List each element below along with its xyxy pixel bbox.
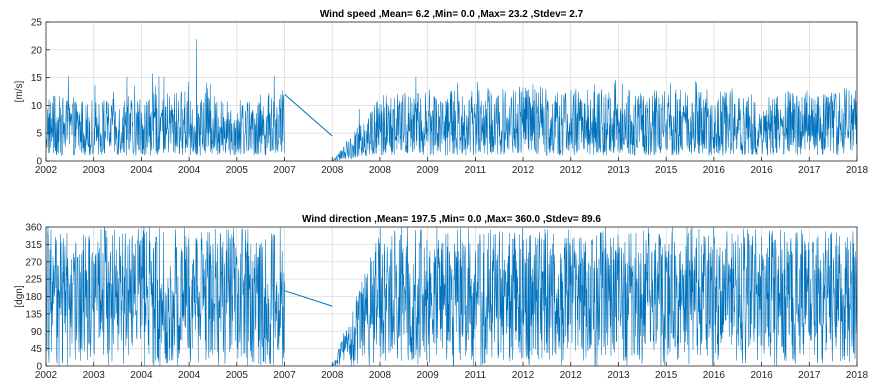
wind-speed-chart: 0 5 10 15 20 25 2002 2003 2004 2004 2005 2007 2008 20… <box>14 9 869 176</box>
gap-connector-line <box>284 93 333 137</box>
x-tick-label: 2013 <box>607 165 630 176</box>
series-line-segment-1 <box>46 227 285 366</box>
x-tick-label: 2011 <box>465 370 487 378</box>
x-tick-label: 2016 <box>703 165 726 176</box>
x-tick-label: 2004 <box>178 165 201 176</box>
x-tick-label: 2007 <box>273 165 296 176</box>
y-tick-label: 20 <box>31 45 43 56</box>
x-tick-label: 2004 <box>130 370 153 378</box>
chart-title: Wind speed ,Mean= 6.2 ,Min= 0.0 ,Max= 23… <box>320 9 584 20</box>
x-tick-label: 2018 <box>846 165 869 176</box>
x-tick-label: 2005 <box>226 370 249 378</box>
x-tick-label: 2002 <box>35 165 58 176</box>
x-tick-label: 2013 <box>607 370 630 378</box>
series-line-segment-2 <box>332 76 857 161</box>
y-axis-label: [m/s] <box>14 80 25 102</box>
series-line-segment-1 <box>46 39 285 157</box>
x-tick-label: 2016 <box>750 370 773 378</box>
y-tick-label: 5 <box>36 129 42 140</box>
x-tick-label: 2016 <box>703 370 726 378</box>
x-tick-label: 2015 <box>655 370 678 378</box>
y-tick-label: 0 <box>36 362 42 373</box>
y-tick-label: 315 <box>25 240 42 251</box>
x-tick-label: 2017 <box>798 165 821 176</box>
x-tick-label: 2009 <box>417 370 440 378</box>
x-tick-label: 2003 <box>83 165 106 176</box>
series <box>46 227 857 366</box>
x-tick-label: 2012 <box>560 370 583 378</box>
x-tick-label: 2007 <box>273 370 296 378</box>
gap-connector-line <box>284 290 333 307</box>
x-tick-label: 2008 <box>321 370 344 378</box>
x-tick-label: 2012 <box>512 165 535 176</box>
y-axis-label: [dgn] <box>14 285 25 307</box>
x-tick-label: 2008 <box>369 370 392 378</box>
y-tick-label: 10 <box>31 101 43 112</box>
x-tick-label: 2008 <box>321 165 344 176</box>
y-tick-label: 15 <box>31 73 43 84</box>
y-tick-label: 25 <box>31 18 43 29</box>
wind-direction-chart: 0 45 90 135 180 225 270 315 360 2002 2003 2004 2004 2… <box>14 214 869 378</box>
y-tick-label: 360 <box>25 223 42 234</box>
x-tick-label: 2008 <box>369 165 392 176</box>
y-tick-label: 0 <box>36 157 42 168</box>
y-tick-label: 90 <box>31 327 43 338</box>
y-tick-label: 225 <box>25 275 42 286</box>
x-tick-label: 2003 <box>83 370 106 378</box>
x-tick-label: 2004 <box>130 165 153 176</box>
series <box>46 39 857 161</box>
y-tick-label: 45 <box>31 344 43 355</box>
y-tick-label: 270 <box>25 257 42 268</box>
x-tick-label: 2012 <box>560 165 583 176</box>
chart-title: Wind direction ,Mean= 197.5 ,Min= 0.0 ,M… <box>302 214 601 225</box>
axes-box <box>45 21 858 162</box>
x-tick-label: 2015 <box>655 165 678 176</box>
y-tick-label: 135 <box>25 309 42 320</box>
x-tick-label: 2002 <box>35 370 58 378</box>
series-line-segment-2 <box>331 227 857 366</box>
x-tick-label: 2017 <box>798 370 821 378</box>
x-tick-label: 2011 <box>465 165 487 176</box>
y-tick-label: 180 <box>25 292 42 303</box>
x-tick-label: 2009 <box>417 165 440 176</box>
x-tick-label: 2012 <box>512 370 535 378</box>
x-tick-label: 2005 <box>226 165 249 176</box>
x-tick-label: 2004 <box>178 370 201 378</box>
x-tick-label: 2018 <box>846 370 869 378</box>
x-tick-label: 2016 <box>750 165 773 176</box>
